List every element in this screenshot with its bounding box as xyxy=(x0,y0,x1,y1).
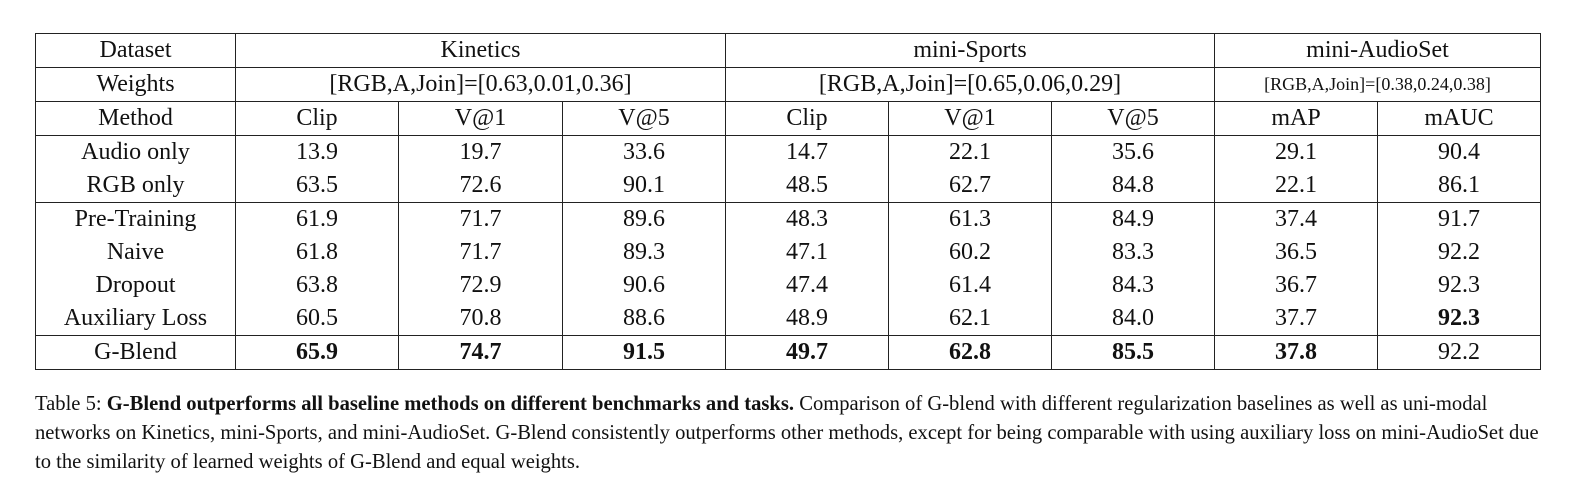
value-cell: 74.7 xyxy=(398,335,563,370)
table-row: Dropout 63.8 72.9 90.6 47.4 61.4 84.3 36.7 92.3 xyxy=(35,269,1541,302)
value-cell: 22.1 xyxy=(1214,169,1378,203)
value-cell: 85.5 xyxy=(1051,335,1215,370)
table-row: G-Blend 65.9 74.7 91.5 49.7 62.8 85.5 37.8 92.2 xyxy=(35,335,1541,370)
header-cell: Dataset xyxy=(35,33,236,68)
value-cell: 92.2 xyxy=(1377,335,1541,370)
value-cell: 62.1 xyxy=(888,302,1052,336)
value-cell: 92.3 xyxy=(1377,269,1541,302)
value-cell: 61.9 xyxy=(235,202,399,236)
header-cell: Weights xyxy=(35,67,236,102)
value-cell: 86.1 xyxy=(1377,169,1541,203)
table-row: Dataset Kinetics mini-Sports mini-AudioSet xyxy=(35,33,1541,68)
weights-cell: [RGB,A,Join]=[0.38,0.24,0.38] xyxy=(1214,67,1541,102)
value-cell: 84.3 xyxy=(1051,269,1215,302)
value-cell: 89.6 xyxy=(562,202,726,236)
metric-header: V@1 xyxy=(888,101,1052,136)
value-cell: 62.7 xyxy=(888,169,1052,203)
value-cell: 72.9 xyxy=(398,269,563,302)
metric-header: mAP xyxy=(1214,101,1378,136)
value-cell: 71.7 xyxy=(398,202,563,236)
value-cell: 84.9 xyxy=(1051,202,1215,236)
weights-cell: [RGB,A,Join]=[0.65,0.06,0.29] xyxy=(725,67,1215,102)
value-cell: 37.4 xyxy=(1214,202,1378,236)
value-cell: 49.7 xyxy=(725,335,889,370)
value-cell: 83.3 xyxy=(1051,236,1215,269)
value-cell: 37.8 xyxy=(1214,335,1378,370)
value-cell: 92.3 xyxy=(1377,302,1541,336)
value-cell: 89.3 xyxy=(562,236,726,269)
method-cell: Naive xyxy=(35,236,236,269)
table-row: Audio only 13.9 19.7 33.6 14.7 22.1 35.6 29.1 90… xyxy=(35,135,1541,169)
table-body: Dataset Kinetics mini-Sports mini-AudioSet W… xyxy=(35,33,1541,370)
caption-text: Comparison of G-blend with different reg… xyxy=(35,393,1539,473)
value-cell: 36.5 xyxy=(1214,236,1378,269)
value-cell: 63.5 xyxy=(235,169,399,203)
results-table: Dataset Kinetics mini-Sports mini-AudioSet W… xyxy=(35,33,1541,370)
value-cell: 91.7 xyxy=(1377,202,1541,236)
caption: Table 5: G-Blend outperforms all baselin… xyxy=(35,390,1545,477)
value-cell: 19.7 xyxy=(398,135,563,169)
value-cell: 61.3 xyxy=(888,202,1052,236)
dataset-header: Kinetics xyxy=(235,33,726,68)
value-cell: 48.9 xyxy=(725,302,889,336)
weights-cell: [RGB,A,Join]=[0.63,0.01,0.36] xyxy=(235,67,726,102)
method-cell: Audio only xyxy=(35,135,236,169)
value-cell: 47.1 xyxy=(725,236,889,269)
value-cell: 35.6 xyxy=(1051,135,1215,169)
value-cell: 90.6 xyxy=(562,269,726,302)
header-cell: Method xyxy=(35,101,236,136)
value-cell: 90.1 xyxy=(562,169,726,203)
table-row: Method Clip V@1 V@5 Clip V@1 V@5 mAP mAUC xyxy=(35,101,1541,136)
value-cell: 90.4 xyxy=(1377,135,1541,169)
value-cell: 62.8 xyxy=(888,335,1052,370)
value-cell: 14.7 xyxy=(725,135,889,169)
caption-label: Table 5: xyxy=(35,393,102,415)
metric-header: Clip xyxy=(725,101,889,136)
value-cell: 36.7 xyxy=(1214,269,1378,302)
value-cell: 37.7 xyxy=(1214,302,1378,336)
method-cell: G-Blend xyxy=(35,335,236,370)
metric-header: mAUC xyxy=(1377,101,1541,136)
value-cell: 91.5 xyxy=(562,335,726,370)
table-row: Weights [RGB,A,Join]=[0.63,0.01,0.36] [RGB… xyxy=(35,67,1541,102)
value-cell: 84.0 xyxy=(1051,302,1215,336)
table-row: Naive 61.8 71.7 89.3 47.1 60.2 83.3 36.5 92.2 xyxy=(35,236,1541,269)
metric-header: V@5 xyxy=(562,101,726,136)
value-cell: 84.8 xyxy=(1051,169,1215,203)
dataset-header: mini-AudioSet xyxy=(1214,33,1541,68)
method-cell: Dropout xyxy=(35,269,236,302)
value-cell: 92.2 xyxy=(1377,236,1541,269)
table-row: Pre-Training 61.9 71.7 89.6 48.3 61.3 84.9 37.4… xyxy=(35,202,1541,236)
value-cell: 70.8 xyxy=(398,302,563,336)
value-cell: 48.3 xyxy=(725,202,889,236)
value-cell: 72.6 xyxy=(398,169,563,203)
method-cell: RGB only xyxy=(35,169,236,203)
value-cell: 71.7 xyxy=(398,236,563,269)
metric-header: V@5 xyxy=(1051,101,1215,136)
method-cell: Auxiliary Loss xyxy=(35,302,236,336)
value-cell: 65.9 xyxy=(235,335,399,370)
value-cell: 61.4 xyxy=(888,269,1052,302)
value-cell: 29.1 xyxy=(1214,135,1378,169)
metric-header: V@1 xyxy=(398,101,563,136)
dataset-header: mini-Sports xyxy=(725,33,1215,68)
value-cell: 47.4 xyxy=(725,269,889,302)
caption-title: G-Blend outperforms all baseline methods… xyxy=(106,393,795,415)
value-cell: 60.5 xyxy=(235,302,399,336)
value-cell: 63.8 xyxy=(235,269,399,302)
value-cell: 60.2 xyxy=(888,236,1052,269)
value-cell: 61.8 xyxy=(235,236,399,269)
table-row: RGB only 63.5 72.6 90.1 48.5 62.7 84.8 22.1 86.1 xyxy=(35,169,1541,203)
value-cell: 22.1 xyxy=(888,135,1052,169)
value-cell: 88.6 xyxy=(562,302,726,336)
table-row: Auxiliary Loss 60.5 70.8 88.6 48.9 62.1 84.0 37… xyxy=(35,302,1541,336)
method-cell: Pre-Training xyxy=(35,202,236,236)
metric-header: Clip xyxy=(235,101,399,136)
value-cell: 13.9 xyxy=(235,135,399,169)
value-cell: 33.6 xyxy=(562,135,726,169)
value-cell: 48.5 xyxy=(725,169,889,203)
